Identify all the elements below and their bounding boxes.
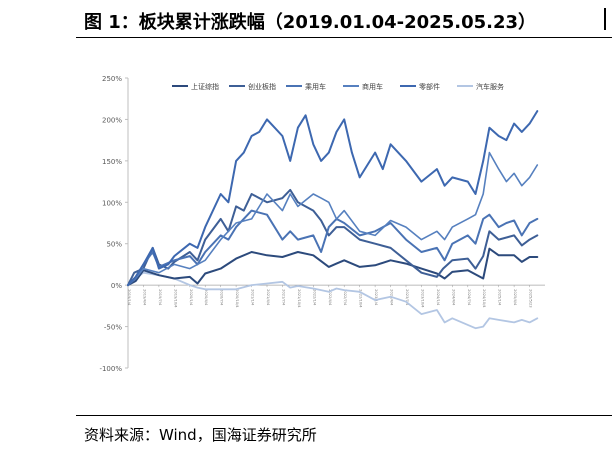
- x-tick-label: 2024/4/4: [451, 289, 455, 306]
- title-rule: [76, 37, 612, 38]
- x-tick-label: 2024/10/4: [482, 289, 486, 308]
- x-tick-label: 2023/7/4: [405, 289, 409, 306]
- y-tick-label: 250%: [102, 75, 122, 83]
- x-tick-label: 2024/1/4: [436, 289, 440, 306]
- x-tick-label: 2025/4/4: [513, 289, 517, 306]
- x-tick-label: 2025/5/23: [529, 289, 533, 307]
- y-tick-label: 50%: [106, 241, 122, 249]
- legend-label: 零部件: [419, 82, 440, 91]
- x-tick-label: 2023/10/4: [420, 289, 424, 308]
- legend: 上证综指 创业板指 乘用车 商用车 零部件 汽车服务: [172, 82, 504, 91]
- x-tick-label: 2021/7/4: [281, 289, 285, 306]
- x-tick-label: 2022/1/4: [312, 289, 316, 306]
- series-line-3: [127, 209, 539, 287]
- x-tick-label: 2022/4/4: [328, 289, 332, 306]
- x-tick-label: 2019/7/4: [158, 289, 162, 306]
- y-tick-label: 200%: [102, 116, 122, 124]
- y-tick-label: 150%: [102, 158, 122, 166]
- x-tick-label: 2021/1/4: [251, 289, 255, 306]
- legend-label: 创业板指: [248, 82, 276, 91]
- source-rule: [76, 415, 612, 416]
- y-tick-label: -50%: [104, 324, 122, 332]
- legend-label: 上证综指: [191, 82, 219, 91]
- x-tick-label: 2025/1/4: [498, 289, 502, 306]
- x-tick-label: 2021/10/4: [297, 289, 301, 308]
- x-tick-label: 2023/1/4: [374, 289, 378, 306]
- x-tick-label: 2019/10/4: [173, 289, 177, 308]
- series-line-1: [127, 247, 539, 287]
- legend-label: 商用车: [362, 82, 383, 91]
- x-tick-label: 2022/10/4: [359, 289, 363, 308]
- x-tick-label: 2019/4/4: [142, 289, 146, 306]
- series-line-6: [127, 271, 539, 330]
- legend-label: 乘用车: [305, 82, 326, 91]
- y-tick-label: -100%: [99, 365, 122, 373]
- series-line-4: [127, 151, 539, 286]
- x-tick-label: 2021/4/4: [266, 289, 270, 306]
- x-tick-label: 2020/7/4: [220, 289, 224, 306]
- y-tick-label: 100%: [102, 199, 122, 207]
- series-layer: [127, 110, 539, 330]
- chart-title: 图 1：板块累计涨跌幅（2019.01.04-2025.05.23）: [84, 12, 537, 33]
- page-edge-mark: [604, 8, 612, 30]
- x-tick-label: 2020/1/4: [189, 289, 193, 306]
- legend-label: 汽车服务: [476, 82, 504, 91]
- x-tick-label: 2022/7/4: [343, 289, 347, 306]
- y-tick-label: 0%: [111, 282, 122, 290]
- x-tick-label: 2024/7/4: [467, 289, 471, 306]
- x-tick-label: 2020/4/4: [204, 289, 208, 306]
- series-line-5: [127, 110, 539, 287]
- x-tick-label: 2020/10/4: [235, 289, 239, 308]
- x-tick-label: 2019/1/4: [127, 289, 131, 306]
- source-note: 资料来源：Wind，国海证券研究所: [84, 426, 317, 444]
- series-line-2: [127, 188, 539, 287]
